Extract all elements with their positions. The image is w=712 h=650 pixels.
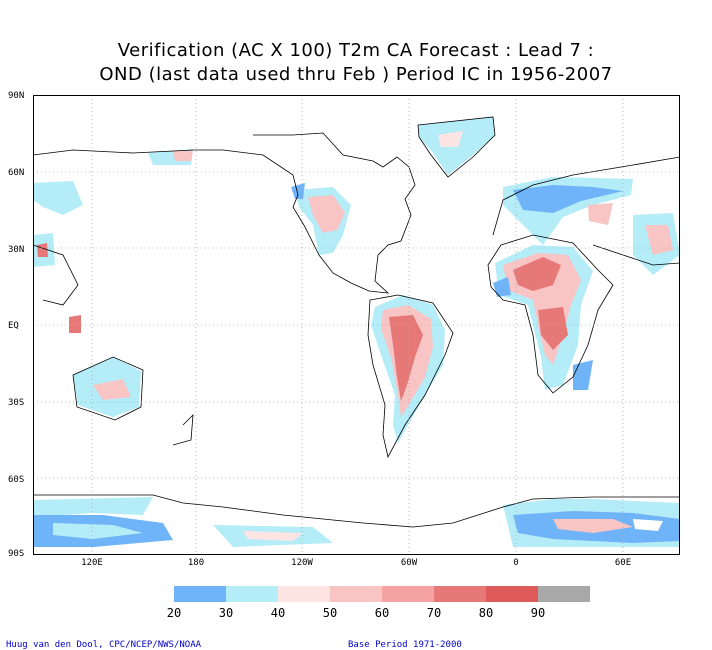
lon-label-180: 180 — [187, 558, 205, 568]
lat-label-90n: 90N — [8, 91, 25, 101]
colorbar-box-80-90 — [486, 586, 538, 602]
colorbar-label-20: 20 — [166, 606, 182, 620]
north-america-blue — [291, 183, 305, 199]
lat-label-90s: 90S — [8, 549, 25, 559]
coastlines — [33, 116, 680, 528]
colorbar-label-80: 80 — [478, 606, 494, 620]
colorbar-box-30-40 — [226, 586, 278, 602]
lat-label-eq: EQ — [8, 321, 19, 331]
africa-blue-south — [573, 360, 593, 390]
colorbar-label-60: 60 — [374, 606, 390, 620]
asia-south-coast — [592, 244, 680, 266]
colorbar-label-70: 70 — [426, 606, 442, 620]
lon-label-60w: 60W — [400, 558, 418, 568]
colorbar-box-20-30 — [174, 586, 226, 602]
north-america-pink — [308, 195, 345, 233]
lat-label-30s: 30S — [8, 398, 25, 408]
indonesia-red — [69, 315, 81, 333]
world-map — [33, 95, 680, 555]
africa-red-north — [513, 257, 561, 291]
south-america-red — [389, 315, 423, 401]
antarctica-pink-central — [243, 531, 303, 541]
colorbar-box-90-plus — [538, 586, 590, 602]
lat-label-60n: 60N — [8, 168, 25, 178]
antarctica-light-west-inner — [53, 523, 143, 539]
africa-blue-west — [493, 277, 511, 297]
lon-label-0: 0 — [513, 558, 519, 568]
eurasia-pink — [588, 203, 613, 225]
map-background — [33, 95, 680, 555]
asia-se-red — [37, 243, 48, 257]
map-title-line1: Verification (AC X 100) T2m CA Forecast … — [117, 40, 595, 61]
map-frame — [33, 95, 680, 555]
lat-label-60s: 60S — [8, 475, 25, 485]
alaska-siberia-pink — [173, 151, 193, 161]
colorbar-box-40-50 — [278, 586, 330, 602]
australia-coast — [72, 356, 144, 421]
graticule — [33, 95, 680, 555]
australia-pink — [93, 379, 131, 400]
antarctica-light-west — [33, 497, 153, 517]
base-period-credit: Base Period 1971-2000 — [348, 640, 462, 650]
new-zealand-coast — [172, 413, 194, 446]
colorbar-label-30: 30 — [218, 606, 234, 620]
map-title-line2: OND (last data used thru Feb ) Period IC… — [99, 64, 613, 85]
colorbar-box-50-60 — [330, 586, 382, 602]
asia-east-pink — [645, 225, 673, 255]
colorbar-label-90: 90 — [530, 606, 546, 620]
eurasia-blue — [513, 185, 623, 213]
lon-label-120e: 120E — [81, 558, 103, 568]
east-asia-coast — [33, 244, 79, 306]
south-america-coast — [367, 294, 454, 459]
greenland-pink — [438, 131, 463, 147]
antarctica-white-east — [633, 519, 663, 531]
shaded-regions — [33, 117, 680, 555]
antarctica-pink-east — [553, 519, 633, 533]
siberia-coast — [33, 149, 194, 156]
lat-label-30n: 30N — [8, 245, 25, 255]
colorbar-label-40: 40 — [270, 606, 286, 620]
colorbar-box-60-70 — [382, 586, 434, 602]
lon-label-60e: 60E — [614, 558, 632, 568]
lon-label-120w: 120W — [291, 558, 313, 568]
antarctica-coast — [33, 494, 680, 528]
colorbar-box-70-80 — [434, 586, 486, 602]
colorbar-label-50: 50 — [322, 606, 338, 620]
author-credit: Huug van den Dool, CPC/NCEP/NWS/NOAA — [6, 640, 202, 650]
africa-red-central — [538, 307, 568, 350]
asia-far-west-light — [33, 181, 83, 215]
africa-coast — [487, 234, 614, 394]
eurasia-north-coast — [492, 156, 680, 236]
north-america-coast — [193, 132, 416, 294]
greenland-coast — [417, 116, 496, 178]
